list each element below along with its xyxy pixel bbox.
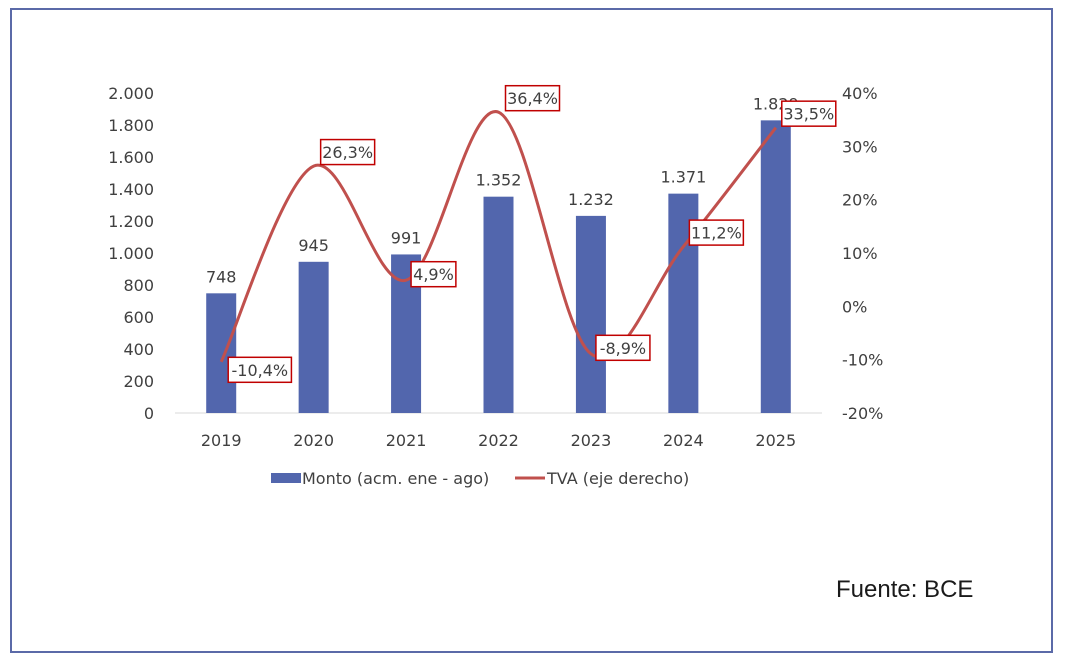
axes: 0 200 400 600 800 1.000 1.200 1.400 1.600 1.800 2.…: [108, 84, 883, 450]
y-left-tick-label: 200: [123, 372, 154, 391]
tva-line: [219, 110, 777, 363]
y-left-tick-label: 1.000: [108, 244, 154, 263]
bar-value-label: 945: [298, 236, 329, 255]
bar-value-label: 1.352: [476, 171, 522, 190]
line-label-box: [595, 334, 651, 362]
bar-series: [206, 120, 791, 414]
legend-bar-label: Monto (acm. ene - ago): [302, 469, 489, 488]
y-right-tick-label: 10%: [842, 244, 878, 263]
y-left-tick-label: 1.400: [108, 180, 154, 199]
bar: [298, 261, 329, 413]
bar-value-label: 991: [391, 228, 422, 247]
bar: [206, 293, 237, 413]
bar-value-label: 1.232: [568, 190, 614, 209]
y-right-tick-label: 30%: [842, 137, 878, 156]
bar: [483, 196, 514, 413]
bar: [575, 215, 606, 413]
line-value-label: 33,5%: [783, 105, 834, 124]
x-tick-label: 2019: [201, 431, 242, 450]
x-tick-label: 2025: [755, 431, 796, 450]
line-value-label: 26,3%: [322, 143, 373, 162]
line-value-label: 36,4%: [507, 89, 558, 108]
bar: [760, 120, 791, 414]
y-left-tick-label: 800: [123, 276, 154, 295]
line-label-box: [410, 260, 457, 288]
line-series: [219, 110, 777, 363]
line-value-label: -10,4%: [232, 361, 289, 380]
chart-frame: 0 200 400 600 800 1.000 1.200 1.400 1.600 1.800 2.…: [10, 8, 1053, 653]
line-value-label: -8,9%: [600, 339, 646, 358]
x-tick-label: 2022: [478, 431, 519, 450]
x-tick-label: 2020: [293, 431, 334, 450]
line-label-box: [227, 356, 293, 384]
y-right-tick-label: -20%: [842, 404, 883, 423]
y-left-tick-label: 1.600: [108, 148, 154, 167]
legend-line-label: TVA (eje derecho): [546, 469, 689, 488]
bar-value-label: 1.371: [660, 168, 706, 187]
y-left-tick-label: 1.200: [108, 212, 154, 231]
x-tick-label: 2023: [571, 431, 612, 450]
legend-bar-swatch: [271, 473, 301, 483]
x-tick-label: 2021: [386, 431, 427, 450]
line-value-label: 4,9%: [413, 265, 454, 284]
line-label-box: [688, 219, 745, 246]
y-right-tick-label: 20%: [842, 191, 878, 210]
legend: Monto (acm. ene - ago) TVA (eje derecho): [271, 469, 689, 488]
y-left-tick-label: 400: [123, 340, 154, 359]
bar-value-label: 748: [206, 267, 237, 286]
y-left-tick-label: 1.800: [108, 116, 154, 135]
y-left-tick-label: 0: [144, 404, 154, 423]
combo-chart: 0 200 400 600 800 1.000 1.200 1.400 1.600 1.800 2.…: [108, 84, 883, 488]
x-tick-label: 2024: [663, 431, 704, 450]
y-left-tick-label: 600: [123, 308, 154, 327]
line-value-label: 11,2%: [691, 224, 742, 243]
y-right-tick-label: -10%: [842, 351, 883, 370]
y-right-tick-label: 40%: [842, 84, 878, 103]
source-note: Fuente: BCE: [836, 576, 974, 603]
line-label-box: [781, 100, 837, 127]
y-right-tick-label: 0%: [842, 297, 867, 316]
line-label-box: [504, 84, 561, 112]
y-left-tick-label: 2.000: [108, 84, 154, 103]
line-label-box: [319, 138, 376, 166]
